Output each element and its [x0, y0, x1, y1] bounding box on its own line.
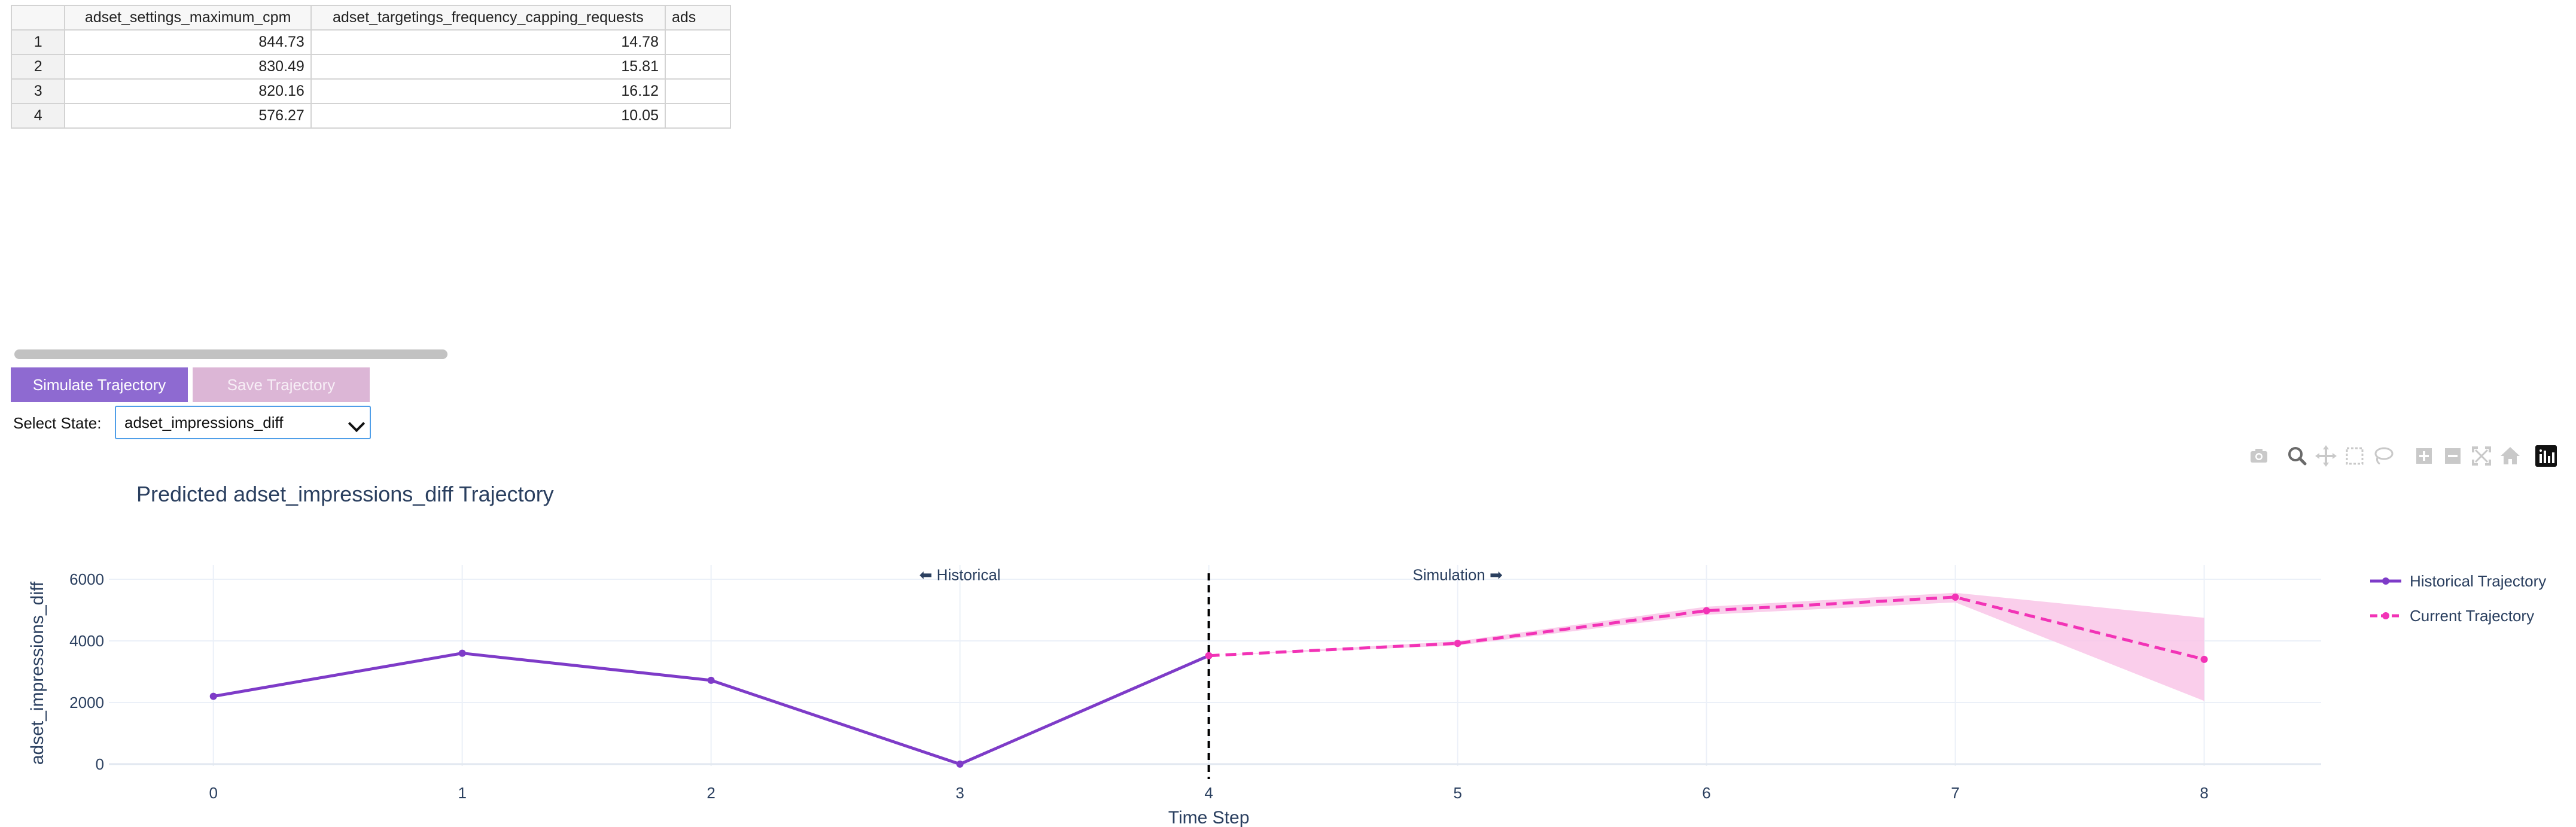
- row-index: 4: [11, 103, 66, 129]
- cell-frequency-capping[interactable]: 15.81: [310, 54, 666, 80]
- x-tick-label: 5: [1453, 784, 1461, 802]
- table-row[interactable]: 4 576.27 10.05: [11, 103, 731, 129]
- current-data-point: [1205, 652, 1213, 659]
- pan-icon[interactable]: [2314, 444, 2338, 468]
- row-index: 1: [11, 29, 66, 55]
- legend-swatch-marker: [2382, 612, 2389, 619]
- table-row[interactable]: 2 830.49 15.81: [11, 54, 731, 80]
- cell-truncated[interactable]: [664, 54, 731, 80]
- cell-maximum-cpm[interactable]: 830.49: [64, 54, 312, 80]
- cell-frequency-capping[interactable]: 16.12: [310, 78, 666, 104]
- reset-axes-icon[interactable]: [2498, 444, 2522, 468]
- current-data-point: [1454, 640, 1461, 647]
- historical-data-point: [209, 692, 217, 700]
- table-header-index: [11, 5, 66, 31]
- cell-truncated[interactable]: [664, 103, 731, 129]
- cell-maximum-cpm[interactable]: 844.73: [64, 29, 312, 55]
- current-data-point: [1951, 593, 1959, 601]
- y-tick-label: 2000: [69, 694, 104, 712]
- current-data-point: [2200, 655, 2208, 663]
- x-axis-title: Time Step: [1168, 808, 1250, 827]
- simulate-trajectory-button[interactable]: Simulate Trajectory: [11, 367, 188, 402]
- data-table: adset_settings_maximum_cpm adset_targeti…: [11, 5, 731, 129]
- x-tick-label: 1: [458, 784, 466, 802]
- legend-item-label: Historical Trajectory: [2410, 572, 2546, 590]
- confidence-band: [1208, 592, 2204, 701]
- cell-truncated[interactable]: [664, 78, 731, 104]
- simulation-annotation: Simulation ➡: [1412, 565, 1503, 583]
- table-row[interactable]: 1 844.73 14.78: [11, 29, 731, 55]
- autoscale-icon[interactable]: [2470, 444, 2493, 468]
- x-tick-label: 6: [1702, 784, 1710, 802]
- camera-icon[interactable]: [2247, 444, 2271, 468]
- row-index: 3: [11, 78, 66, 104]
- historical-annotation: ⬅ Historical: [919, 565, 1001, 583]
- table-row[interactable]: 3 820.16 16.12: [11, 78, 731, 104]
- box-select-icon[interactable]: [2343, 444, 2367, 468]
- current-data-point: [1703, 607, 1710, 615]
- x-tick-label: 2: [707, 784, 715, 802]
- historical-trajectory-line: [213, 652, 1210, 766]
- historical-data-point: [458, 649, 466, 657]
- plotly-logo-icon[interactable]: [2534, 444, 2558, 468]
- row-index: 2: [11, 54, 66, 80]
- cell-frequency-capping[interactable]: 10.05: [310, 103, 666, 129]
- x-tick-label: 3: [955, 784, 964, 802]
- data-table-container[interactable]: adset_settings_maximum_cpm adset_targeti…: [11, 5, 731, 146]
- lasso-icon[interactable]: [2371, 444, 2395, 468]
- zoom-out-icon[interactable]: [2441, 444, 2465, 468]
- state-select-value: adset_impressions_diff: [124, 414, 284, 431]
- historical-data-point: [1205, 652, 1213, 659]
- y-tick-label: 4000: [69, 632, 104, 650]
- y-tick-label: 0: [96, 755, 104, 773]
- y-axis-title: adset_impressions_diff: [28, 581, 47, 765]
- cell-maximum-cpm[interactable]: 576.27: [64, 103, 312, 129]
- y-tick-label: 6000: [69, 570, 104, 588]
- x-tick-label: 7: [1951, 784, 1959, 802]
- table-header-frequency-capping[interactable]: adset_targetings_frequency_capping_reque…: [310, 5, 666, 31]
- table-header-truncated[interactable]: ads: [664, 5, 731, 31]
- legend-swatch-marker: [2382, 577, 2389, 585]
- cell-maximum-cpm[interactable]: 820.16: [64, 78, 312, 104]
- zoom-icon[interactable]: [2285, 444, 2309, 468]
- table-header-row: adset_settings_maximum_cpm adset_targeti…: [11, 5, 731, 31]
- x-tick-label: 4: [1204, 784, 1213, 802]
- cell-frequency-capping[interactable]: 14.78: [310, 29, 666, 55]
- historical-data-point: [956, 760, 964, 768]
- x-tick-label: 0: [209, 784, 217, 802]
- zoom-in-icon[interactable]: [2412, 444, 2436, 468]
- state-select-dropdown[interactable]: adset_impressions_diff: [115, 406, 371, 439]
- chart-title: Predicted adset_impressions_diff Traject…: [136, 482, 554, 506]
- save-trajectory-button[interactable]: Save Trajectory: [193, 367, 370, 402]
- cell-truncated[interactable]: [664, 29, 731, 55]
- table-header-maximum-cpm[interactable]: adset_settings_maximum_cpm: [64, 5, 312, 31]
- current-trajectory-line: [1208, 595, 2205, 661]
- legend-item-label: Current Trajectory: [2410, 607, 2534, 625]
- historical-data-point: [707, 676, 715, 684]
- select-state-label: Select State:: [13, 414, 102, 432]
- x-tick-label: 8: [2200, 784, 2208, 802]
- table-horizontal-scrollbar[interactable]: [14, 349, 447, 359]
